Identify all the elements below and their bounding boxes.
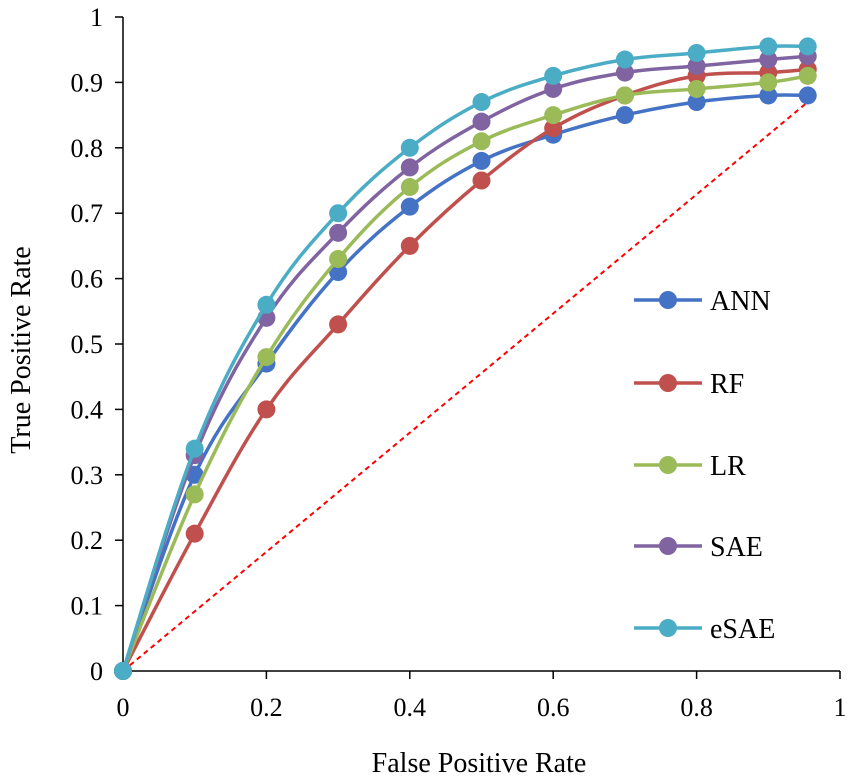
x-tick-label: 0.4 bbox=[394, 693, 427, 722]
data-point-rf bbox=[472, 171, 491, 190]
x-tick-label: 0.8 bbox=[680, 693, 713, 722]
legend-item-sae: SAE bbox=[634, 532, 763, 563]
legend-marker bbox=[659, 537, 677, 555]
data-point-esae bbox=[400, 138, 419, 157]
legend-item-rf: RF bbox=[634, 369, 744, 400]
series-line-rf bbox=[121, 67, 808, 672]
data-point-rf bbox=[257, 400, 276, 419]
x-tick-label: 0 bbox=[117, 693, 130, 722]
legend-label: LR bbox=[710, 451, 746, 482]
data-point-rf bbox=[544, 119, 563, 138]
legend: ANN RF LR SAE eSAE bbox=[634, 286, 775, 645]
series-esae bbox=[114, 37, 817, 680]
data-point-lr bbox=[472, 132, 491, 151]
y-tick-label: 0.3 bbox=[71, 461, 104, 490]
data-point-lr bbox=[687, 79, 706, 98]
data-point-esae bbox=[185, 439, 204, 458]
y-tick-label: 0.4 bbox=[71, 395, 104, 424]
x-tick-label: 0.2 bbox=[250, 693, 283, 722]
y-tick-label: 0.5 bbox=[71, 330, 104, 359]
legend-marker bbox=[659, 374, 677, 392]
data-point-sae bbox=[759, 50, 778, 69]
data-point-lr bbox=[257, 348, 276, 367]
data-point-esae bbox=[472, 93, 491, 112]
y-tick-label: 0.8 bbox=[71, 134, 104, 163]
data-point-esae bbox=[687, 43, 706, 62]
legend-label: RF bbox=[710, 369, 744, 400]
series-group bbox=[114, 37, 817, 680]
data-point-sae bbox=[472, 112, 491, 131]
data-point-lr bbox=[544, 106, 563, 125]
data-point-esae bbox=[759, 37, 778, 56]
legend-item-esae: eSAE bbox=[634, 614, 775, 645]
legend-item-lr: LR bbox=[634, 451, 746, 482]
legend-marker bbox=[659, 291, 677, 309]
data-point-lr bbox=[329, 249, 348, 268]
legend-marker bbox=[659, 456, 677, 474]
data-point-rf bbox=[185, 524, 204, 543]
data-point-sae bbox=[687, 57, 706, 76]
reference-diagonal-line bbox=[122, 101, 809, 672]
legend-marker bbox=[659, 619, 677, 637]
legend-label: SAE bbox=[710, 532, 763, 563]
x-axis-title: False Positive Rate bbox=[372, 748, 587, 779]
legend-item-ann: ANN bbox=[634, 286, 771, 317]
data-point-sae bbox=[329, 223, 348, 242]
data-point-lr bbox=[185, 485, 204, 504]
data-point-ann bbox=[472, 151, 491, 170]
legend-label: ANN bbox=[710, 286, 771, 317]
data-point-rf bbox=[400, 236, 419, 255]
data-point-sae bbox=[400, 158, 419, 177]
data-point-sae bbox=[544, 79, 563, 98]
data-point-esae bbox=[544, 66, 563, 85]
y-tick-label: 0.1 bbox=[71, 592, 104, 621]
series-lr bbox=[114, 66, 817, 680]
x-tick-label: 1 bbox=[834, 693, 847, 722]
y-axis-title: True Positive Rate bbox=[6, 246, 37, 453]
series-line-esae bbox=[121, 44, 808, 672]
data-point-ann bbox=[687, 93, 706, 112]
data-point-sae bbox=[615, 63, 634, 82]
data-point-ann bbox=[400, 197, 419, 216]
data-point-esae bbox=[114, 662, 132, 680]
data-point-rf bbox=[329, 315, 348, 334]
data-point-ann bbox=[615, 106, 634, 125]
y-tick-label: 0.7 bbox=[71, 199, 104, 228]
data-point-ann bbox=[329, 263, 348, 282]
y-tick-label: 0.6 bbox=[71, 265, 104, 294]
data-point-lr bbox=[615, 86, 634, 105]
data-point-esae bbox=[329, 204, 348, 223]
data-point-esae bbox=[257, 295, 276, 314]
y-tick-label: 0.9 bbox=[71, 68, 104, 97]
data-point-esae bbox=[798, 37, 817, 56]
series-sae bbox=[114, 47, 817, 680]
axes: 0 0.1 0.2 0.3 0.4 0.5 0.6 0.7 0.8 0.9 1 0 0.2 0.4 0.6 0… bbox=[71, 3, 847, 722]
x-tick-label: 0.6 bbox=[537, 693, 570, 722]
data-point-lr bbox=[759, 73, 778, 92]
y-tick-label: 0 bbox=[90, 657, 103, 686]
series-line-lr bbox=[121, 74, 809, 672]
series-line-ann bbox=[121, 93, 808, 672]
data-point-ann bbox=[759, 86, 778, 105]
legend-label: eSAE bbox=[710, 614, 775, 645]
data-point-ann bbox=[798, 86, 817, 105]
data-point-lr bbox=[798, 66, 817, 85]
data-point-lr bbox=[400, 178, 419, 197]
reference-line-group bbox=[122, 101, 809, 672]
data-point-esae bbox=[615, 50, 634, 69]
y-tick-label: 1 bbox=[90, 3, 103, 32]
y-tick-label: 0.2 bbox=[71, 526, 104, 555]
